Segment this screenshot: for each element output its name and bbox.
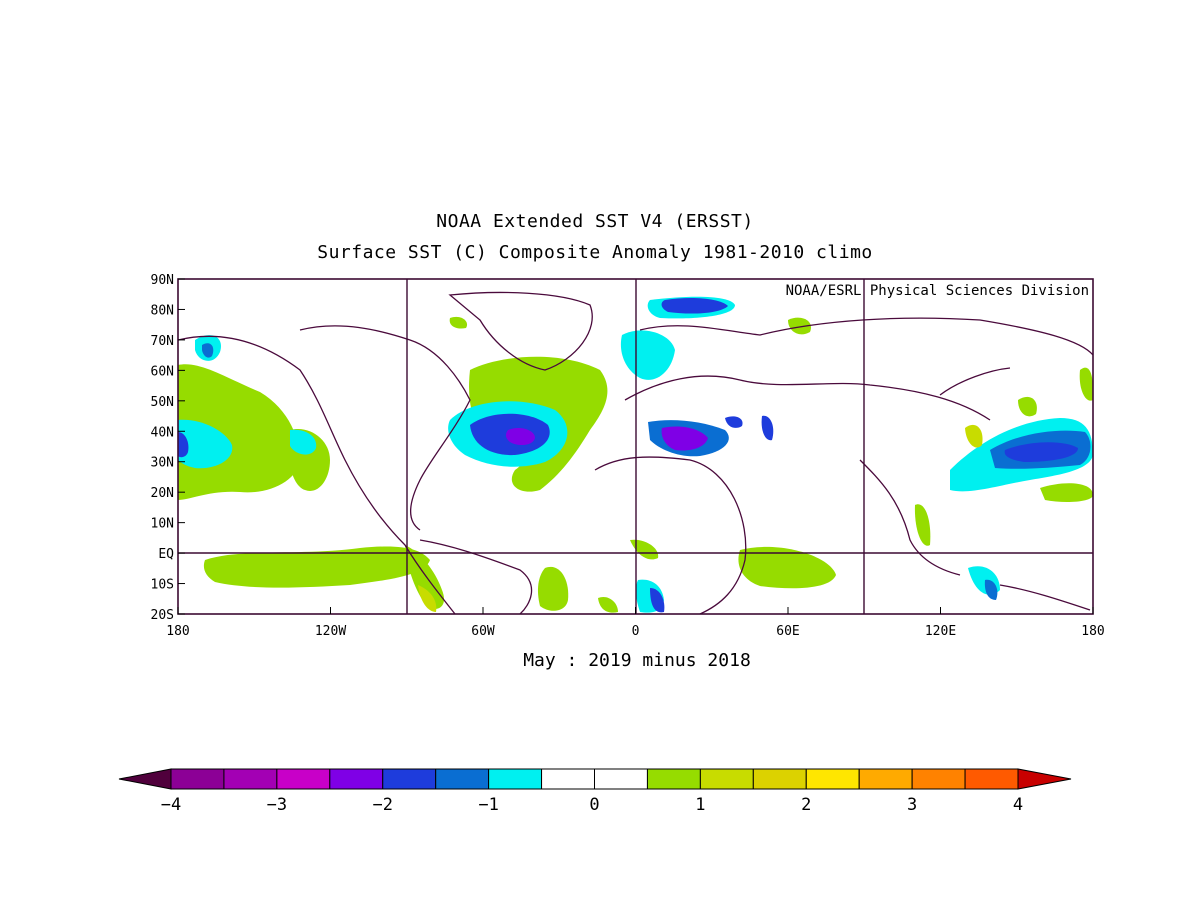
- colorbar-tick-label: 2: [801, 795, 811, 815]
- peru-yellow: [418, 585, 437, 612]
- colorbar-tick-label: 3: [907, 795, 917, 815]
- colorbar-swatch: [276, 768, 331, 790]
- lat-tick-label: 10S: [151, 578, 174, 593]
- south-atlantic-positive: [537, 566, 569, 611]
- colorbar-swatch: [964, 768, 1019, 790]
- colorbar-under-arrow: [118, 768, 172, 790]
- bering-positive: [1079, 367, 1094, 401]
- lat-tick-label: 40N: [151, 425, 174, 440]
- sea-of-japan-yellow: [965, 424, 983, 448]
- lon-tick-label: 120E: [925, 624, 956, 639]
- lat-tick-label: 20N: [151, 486, 174, 501]
- indian-ocean-positive: [738, 546, 836, 589]
- mediterranean-core: [661, 426, 708, 451]
- lon-tick-label: 60W: [471, 624, 495, 639]
- colorbar-tick-label: −2: [373, 795, 393, 815]
- north-pacific-blue-region: [178, 432, 189, 458]
- colorbar-swatch: [329, 768, 384, 790]
- colorbar-swatch: [858, 768, 913, 790]
- colorbar-over-arrow: [1017, 768, 1072, 790]
- map-title: NOAA Extended SST V4 (ERSST): [436, 211, 754, 232]
- bering-patch-blue: [202, 343, 214, 358]
- lat-tick-label: 50N: [151, 395, 174, 410]
- colorbar-swatch: [170, 768, 225, 790]
- greenland-sea-positive: [449, 316, 468, 329]
- west-pacific-positive: [914, 504, 931, 546]
- colorbar-tick-label: 0: [589, 795, 599, 815]
- colorbar-swatch: [488, 768, 543, 790]
- lon-tick-label: 180: [166, 624, 189, 639]
- credit-label: NOAA/ESRL Physical Sciences Division: [786, 283, 1089, 299]
- brazil-positive: [598, 596, 618, 613]
- maritime-blue: [984, 579, 998, 600]
- colorbar-swatch: [382, 768, 437, 790]
- caspian-blue: [761, 415, 774, 441]
- norwegian-sea-cyan: [620, 330, 675, 380]
- colorbar-swatch: [594, 768, 648, 790]
- lat-tick-label: 60N: [151, 364, 174, 379]
- latitude-ticks: 90N 80N 70N 60N 50N 40N 30N 20N 10N EQ 10S 20S: [151, 273, 185, 623]
- lat-tick-label: 90N: [151, 273, 174, 288]
- period-label: May : 2019 minus 2018: [523, 650, 751, 671]
- angola-positive: [630, 539, 659, 560]
- lon-tick-label: 180: [1081, 624, 1104, 639]
- colorbar-swatch: [752, 768, 807, 790]
- colorbar-tick-label: 1: [695, 795, 705, 815]
- colorbar-tick-label: 4: [1013, 795, 1023, 815]
- ne-pacific-cyan: [290, 429, 317, 455]
- black-sea-blue: [725, 416, 743, 428]
- lon-tick-label: 0: [632, 624, 640, 639]
- lon-tick-label: 120W: [315, 624, 346, 639]
- north-atlantic-core: [505, 427, 535, 446]
- colorbar-swatch: [541, 768, 595, 790]
- kuroshio-core: [1004, 442, 1078, 462]
- equatorial-pacific-positive: [203, 546, 430, 588]
- colorbar-swatch: [646, 768, 701, 790]
- colorbar-swatch: [435, 768, 490, 790]
- colorbar-ticks: −4 −3 −2 −1 0 1 2 3 4: [161, 795, 1023, 815]
- colorbar-tick-label: −4: [161, 795, 181, 815]
- colorbar-swatch: [911, 768, 966, 790]
- longitude-ticks: 180 120W 60W 0 60E 120E 180: [166, 607, 1105, 639]
- colorbar-tick-label: −3: [267, 795, 287, 815]
- lon-tick-label: 60E: [776, 624, 799, 639]
- arctic-siberia-positive: [788, 317, 811, 335]
- colorbar-swatch: [699, 768, 754, 790]
- lat-tick-label: EQ: [158, 547, 174, 562]
- anomaly-fills: [178, 296, 1094, 613]
- colorbar: [118, 768, 1072, 790]
- gulf-guinea-blue: [650, 588, 665, 613]
- okhotsk-positive: [1018, 396, 1037, 417]
- lat-tick-label: 20S: [151, 608, 174, 623]
- north-pacific-cyan-region: [178, 419, 233, 469]
- colorbar-swatch: [223, 768, 278, 790]
- colorbar-swatch: [805, 768, 860, 790]
- colorbar-tick-label: −1: [478, 795, 498, 815]
- map-subtitle: Surface SST (C) Composite Anomaly 1981-2…: [317, 242, 873, 263]
- coastlines: [177, 291, 1094, 615]
- lat-tick-label: 10N: [151, 517, 174, 532]
- nw-pacific-positive: [1040, 483, 1093, 503]
- lat-tick-label: 70N: [151, 334, 174, 349]
- lat-tick-label: 80N: [151, 303, 174, 318]
- barents-blue: [661, 298, 728, 314]
- lat-tick-label: 30N: [151, 456, 174, 471]
